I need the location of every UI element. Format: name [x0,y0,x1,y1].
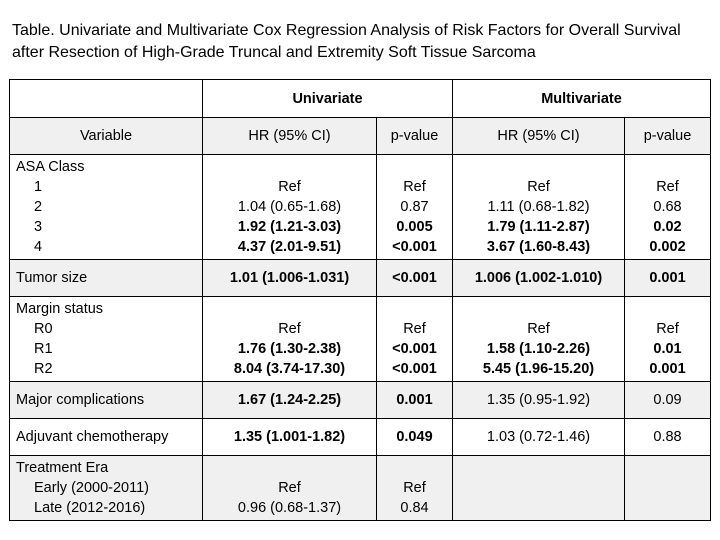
table-row-major-complications: Major complications 1.67 (1.24-2.25) 0.0… [9,381,711,419]
value: 3.67 (1.60-8.43) [486,239,591,255]
value: Ref [278,480,301,496]
row-title: Tumor size [9,259,203,297]
row-label-margin: Margin status R0 R1 R2 [9,296,203,382]
level-label: R2 [34,361,53,377]
row-label-asa: ASA Class 1 2 3 4 [9,154,203,260]
table-row-asa-class: ASA Class 1 2 3 4 Ref 1.04 (0.65-1.68) 1… [9,154,711,260]
level-label: 4 [34,239,43,255]
multi-hr-cell: 1.35 (0.95-1.92) [452,381,625,419]
value: Ref [656,179,679,195]
value: 0.01 [653,341,682,357]
value: Ref [403,480,426,496]
value: 8.04 (3.74-17.30) [233,361,346,377]
table-row-tumor-size: Tumor size 1.01 (1.006-1.031) <0.001 1.0… [9,259,711,297]
uni-hr-cell: 1.35 (1.001-1.82) [202,418,377,456]
uni-p-cell: Ref 0.87 0.005 <0.001 [376,154,453,260]
caption-line-2: after Resection of High-Grade Truncal an… [12,44,536,61]
value: 4.37 (2.01-9.51) [237,239,342,255]
level-label: Late (2012-2016) [34,500,146,516]
value: Ref [278,321,301,337]
level-label: 1 [34,179,43,195]
value: 1.79 (1.11-2.87) [487,219,590,235]
multi-hr-cell: Ref 1.11 (0.68-1.82) 1.79 (1.11-2.87) 3.… [452,154,625,260]
multi-p-cell: Ref 0.01 0.001 [624,296,711,382]
value: 1.04 (0.65-1.68) [237,199,342,215]
row-title: Major complications [9,381,203,419]
value: 5.45 (1.96-15.20) [482,361,595,377]
value: Ref [527,179,550,195]
multi-p-cell: 0.001 [624,259,711,297]
level-label: 2 [34,199,43,215]
table-row-margin-status: Margin status R0 R1 R2 Ref 1.76 (1.30-2.… [9,296,711,382]
value: 1.76 (1.30-2.38) [237,341,342,357]
row-title: ASA Class [16,159,85,175]
multi-p-cell: 0.09 [624,381,711,419]
table-row-adjuvant-chemotherapy: Adjuvant chemotherapy 1.35 (1.001-1.82) … [9,418,711,456]
value: Ref [278,179,301,195]
header-multi-hr: HR (95% CI) [452,117,625,155]
value: <0.001 [392,341,437,357]
uni-p-cell: Ref 0.84 [376,455,453,521]
value: 0.02 [653,219,682,235]
value: 0.96 (0.68-1.37) [237,500,342,516]
table-row-treatment-era: Treatment Era Early (2000-2011) Late (20… [9,455,711,521]
multi-hr-cell-empty [452,455,625,521]
uni-p-cell: <0.001 [376,259,453,297]
row-title: Margin status [16,301,104,317]
level-label: 3 [34,219,43,235]
header-uni-p: p-value [376,117,453,155]
value: Ref [527,321,550,337]
value: 0.002 [649,239,686,255]
uni-p-cell: Ref <0.001 <0.001 [376,296,453,382]
uni-hr-cell: Ref 0.96 (0.68-1.37) [202,455,377,521]
value: 0.87 [400,199,429,215]
header-multi-p: p-value [624,117,711,155]
value: Ref [403,321,426,337]
row-title: Treatment Era [16,460,109,476]
uni-hr-cell: 1.01 (1.006-1.031) [202,259,377,297]
multi-hr-cell: 1.006 (1.002-1.010) [452,259,625,297]
value: 0.001 [649,361,686,377]
uni-hr-cell: 1.67 (1.24-2.25) [202,381,377,419]
header-columns-row: Variable HR (95% CI) p-value HR (95% CI)… [9,117,711,155]
uni-p-cell: 0.001 [376,381,453,419]
header-univariate: Univariate [202,79,453,118]
header-blank [9,79,203,118]
value: Ref [656,321,679,337]
header-multivariate: Multivariate [452,79,711,118]
level-label: R0 [34,321,53,337]
caption-line-1: Table. Univariate and Multivariate Cox R… [12,22,681,39]
value: 0.84 [400,500,429,516]
multi-p-cell: Ref 0.68 0.02 0.002 [624,154,711,260]
uni-hr-cell: Ref 1.76 (1.30-2.38) 8.04 (3.74-17.30) [202,296,377,382]
value: 1.92 (1.21-3.03) [237,219,342,235]
value: 0.005 [396,219,433,235]
cox-regression-table: Univariate Multivariate Variable HR (95%… [9,79,711,521]
multi-p-cell-empty [624,455,711,521]
value: <0.001 [392,361,437,377]
header-variable: Variable [9,117,203,155]
value: <0.001 [392,239,437,255]
row-label-era: Treatment Era Early (2000-2011) Late (20… [9,455,203,521]
value: 1.58 (1.10-2.26) [486,341,591,357]
value: 1.11 (0.68-1.82) [487,199,590,215]
uni-p-cell: 0.049 [376,418,453,456]
multi-p-cell: 0.88 [624,418,711,456]
row-title: Adjuvant chemotherapy [9,418,203,456]
multi-hr-cell: 1.03 (0.72-1.46) [452,418,625,456]
multi-hr-cell: Ref 1.58 (1.10-2.26) 5.45 (1.96-15.20) [452,296,625,382]
value: 0.68 [653,199,682,215]
value: Ref [403,179,426,195]
table-caption: Table. Univariate and Multivariate Cox R… [12,20,712,64]
level-label: R1 [34,341,53,357]
level-label: Early (2000-2011) [34,480,149,496]
header-uni-hr: HR (95% CI) [202,117,377,155]
header-group-row: Univariate Multivariate [9,79,711,118]
uni-hr-cell: Ref 1.04 (0.65-1.68) 1.92 (1.21-3.03) 4.… [202,154,377,260]
